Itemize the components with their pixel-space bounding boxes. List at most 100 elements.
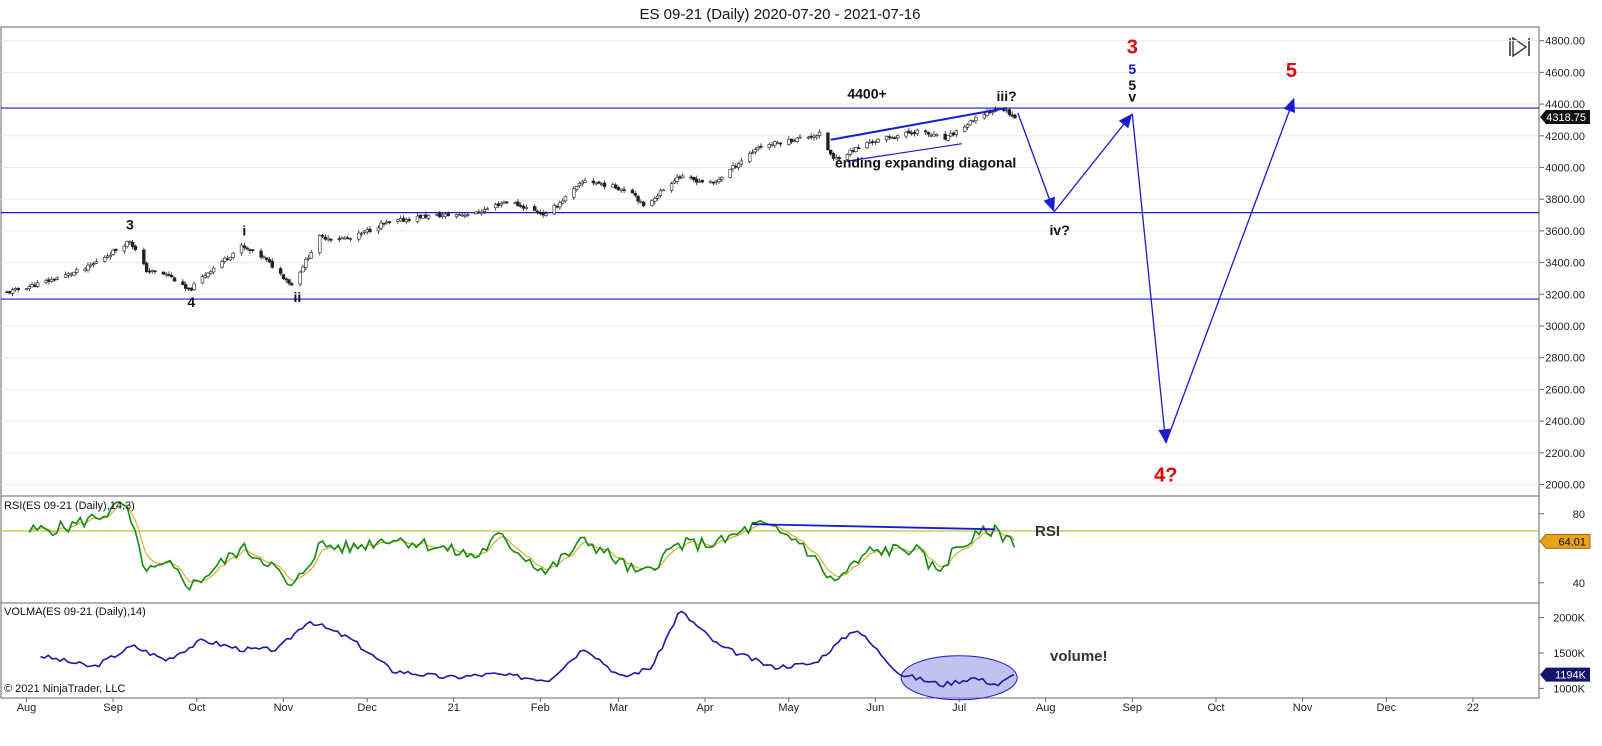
candle-body xyxy=(287,279,291,284)
candle-body xyxy=(382,222,386,225)
candle-body xyxy=(736,163,741,168)
candle-body xyxy=(893,137,897,140)
wave-label: iv? xyxy=(1050,222,1070,238)
candle-body xyxy=(47,279,51,282)
wave-label: 5 xyxy=(1128,61,1136,77)
candle-body xyxy=(700,180,704,183)
rsi-tick-label: 80 xyxy=(1573,509,1585,521)
candle-body xyxy=(870,141,875,143)
candle-body xyxy=(200,276,205,284)
candle-body xyxy=(932,133,936,137)
candle-body xyxy=(362,230,367,233)
candle-body xyxy=(653,198,657,202)
candle-body xyxy=(555,206,559,208)
candle-body xyxy=(365,229,369,233)
candle-body xyxy=(935,134,939,137)
rsi-panel: 40 80 RSI 64.01 xyxy=(1,501,1591,592)
candle-body xyxy=(884,136,889,141)
candle-body xyxy=(340,237,344,240)
candle-body xyxy=(66,273,71,276)
candle-body xyxy=(298,271,302,285)
time-axis: Aug Sep Oct Nov Dec 21 Feb Mar Apr May Jun Jul Aug Se… xyxy=(17,698,1479,714)
candle-body xyxy=(83,268,87,271)
candle-body xyxy=(792,140,797,143)
candle-body xyxy=(379,222,383,229)
candle-body xyxy=(798,136,802,139)
candle-body xyxy=(130,241,135,248)
candle-body xyxy=(186,287,191,290)
candle-body xyxy=(105,255,110,258)
candle-body xyxy=(404,219,408,223)
candle-body xyxy=(385,221,389,224)
candle-body xyxy=(301,266,305,273)
projection-segment xyxy=(1165,110,1290,444)
candle-body xyxy=(167,274,171,276)
candle-body xyxy=(583,180,587,183)
volma-tick-label: 1000K xyxy=(1553,683,1585,695)
candle-body xyxy=(33,284,37,287)
price-tick-label: 4400.00 xyxy=(1545,99,1585,111)
candle-body xyxy=(242,245,247,248)
candle-body xyxy=(49,278,54,282)
volma-last-badge xyxy=(1540,667,1590,682)
price-tick-label: 4600.00 xyxy=(1545,67,1585,79)
price-horizontal-lines xyxy=(1,107,1539,300)
wave-label: 4 xyxy=(187,294,195,310)
copyright-text: © 2021 NinjaTrader, LLC xyxy=(4,683,125,695)
candle-body xyxy=(616,187,621,191)
rsi-last-badge xyxy=(1539,533,1591,549)
volma-last-label: 1194K xyxy=(1555,670,1587,682)
candle-body xyxy=(909,132,914,135)
candle-body xyxy=(558,202,562,208)
candle-body xyxy=(13,288,18,291)
candle-body xyxy=(865,142,869,148)
projection-arrowhead xyxy=(1043,196,1055,212)
candle-body xyxy=(424,214,428,218)
projection-arrowhead xyxy=(1158,428,1171,444)
x-tick-label: Feb xyxy=(531,702,550,714)
candle-body xyxy=(915,129,919,134)
candle-body xyxy=(111,249,115,255)
candle-body xyxy=(845,154,850,160)
wave-label: 5 xyxy=(1128,77,1136,93)
price-tick-label: 3400.00 xyxy=(1545,258,1585,270)
price-axis: 2000.00 2200.00 2400.00 2600.00 2800.00 3000.… xyxy=(1539,36,1590,491)
price-tick-label: 3600.00 xyxy=(1545,226,1585,238)
candle-body xyxy=(8,291,12,294)
candle-body xyxy=(775,142,780,145)
candle-body xyxy=(753,149,758,153)
candle-body xyxy=(304,259,308,268)
candle-body xyxy=(711,181,716,184)
candle-body xyxy=(965,124,970,128)
candle-body xyxy=(594,182,598,185)
candle-body xyxy=(454,214,459,217)
candle-body xyxy=(278,268,283,274)
wave-label: ending expanding diagonal xyxy=(835,154,1016,170)
candle-body xyxy=(890,137,894,139)
candle-body xyxy=(848,150,852,155)
candle-body xyxy=(357,232,361,240)
candle-body xyxy=(971,120,975,122)
candle-body xyxy=(577,183,582,186)
candle-body xyxy=(189,287,193,291)
projection-arrowhead xyxy=(1283,97,1295,113)
candle-body xyxy=(896,135,900,139)
candle-body xyxy=(641,201,646,207)
candle-body xyxy=(661,189,665,192)
candle-body xyxy=(982,114,986,119)
candle-body xyxy=(1004,109,1009,112)
candle-body xyxy=(574,186,579,190)
candle-body xyxy=(502,201,506,204)
candle-body xyxy=(270,260,274,268)
candle-body xyxy=(477,211,481,214)
candle-body xyxy=(231,252,235,258)
candle-body xyxy=(114,248,118,252)
x-tick-label: Oct xyxy=(1207,702,1224,714)
candle-body xyxy=(812,135,816,138)
diagonal-lower-line xyxy=(847,143,963,162)
x-tick-label: Jun xyxy=(866,702,884,714)
candle-body xyxy=(541,212,545,216)
candle-body xyxy=(446,213,450,216)
candle-body xyxy=(125,241,129,247)
